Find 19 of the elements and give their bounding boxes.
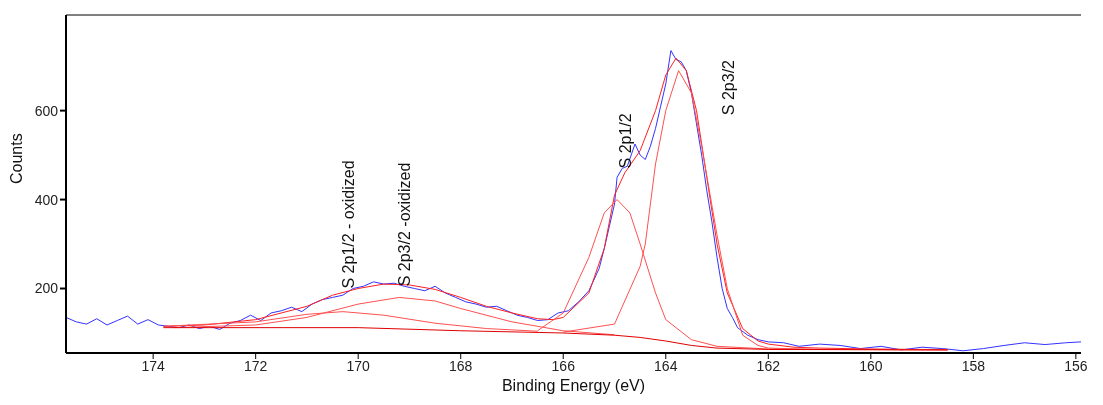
x-tick-label: 166: [551, 357, 576, 374]
y-tick-label: 400: [34, 191, 59, 208]
annotation: S 2p1/2 - oxidized: [339, 160, 357, 289]
x-tick-label: 158: [961, 357, 986, 374]
x-axis-title: Binding Energy (eV): [501, 377, 646, 394]
annotation: S 2p3/2: [720, 60, 738, 116]
x-tick-label: 156: [1064, 357, 1088, 374]
x-tick-label: 160: [859, 357, 883, 374]
annotation: S 2p1/2: [616, 113, 634, 169]
x-tick-label: 164: [654, 357, 678, 374]
x-tick-label: 172: [243, 357, 268, 374]
y-tick-label: 600: [34, 102, 59, 119]
x-tick-label: 170: [346, 357, 371, 374]
y-axis-title: Counts: [7, 133, 25, 184]
x-tick-label: 174: [141, 357, 166, 374]
x-tick-label: 162: [756, 357, 781, 374]
y-tick-label: 200: [34, 280, 59, 297]
annotation: S 2p3/2 -oxidized: [396, 162, 414, 287]
x-tick-label: 168: [449, 357, 473, 374]
